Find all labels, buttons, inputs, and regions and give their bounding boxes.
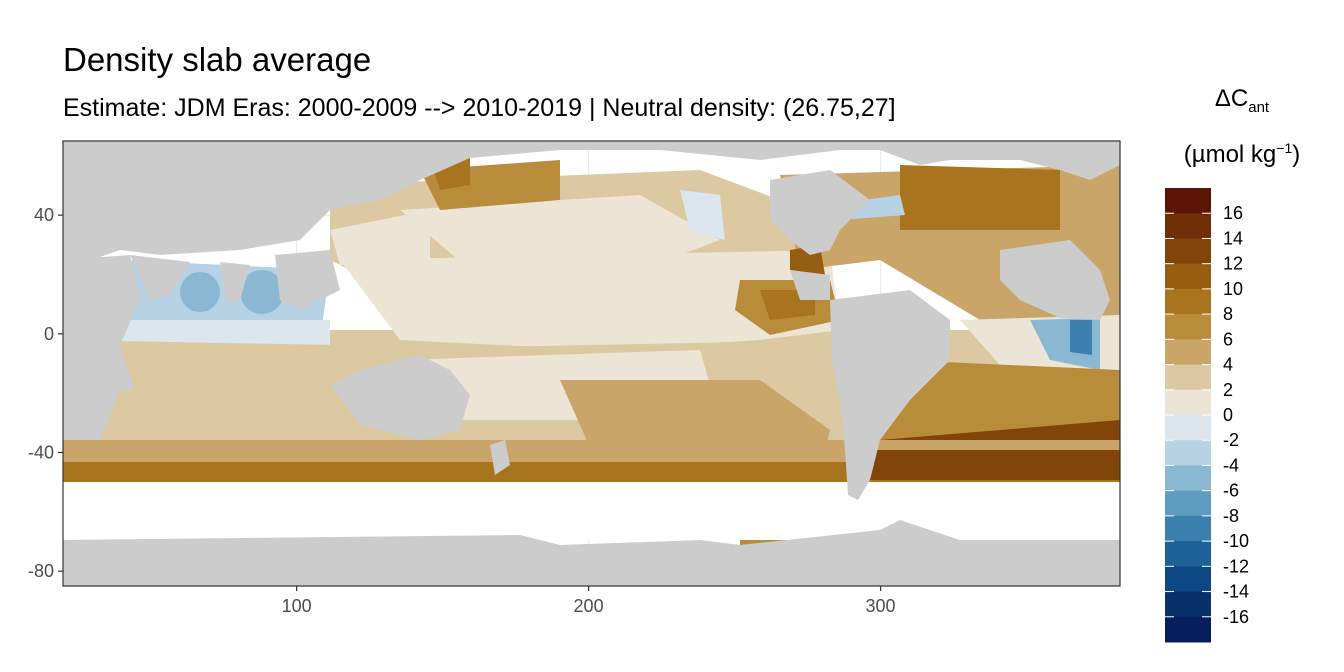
legend-swatch	[1165, 566, 1211, 593]
legend-swatch	[1165, 364, 1211, 391]
land-new-zealand	[490, 440, 510, 475]
legend-label: 14	[1223, 228, 1243, 248]
land-india	[220, 262, 250, 305]
panel-border	[62, 140, 1121, 587]
map-content	[63, 141, 1120, 586]
legend-title-subscript: ant	[1248, 98, 1270, 116]
land-northern	[63, 141, 1120, 270]
legend-label: 0	[1223, 405, 1233, 425]
x-axis: 100 200 300	[282, 586, 896, 616]
legend-label: -16	[1223, 607, 1249, 627]
legend-label: 10	[1223, 279, 1243, 299]
legend-swatch	[1165, 263, 1211, 290]
land-south-america	[830, 290, 950, 500]
legend-label: 8	[1223, 304, 1233, 324]
field-region	[680, 190, 725, 240]
land-africa-east	[1000, 240, 1110, 320]
legend-swatch	[1165, 188, 1211, 214]
field-region	[400, 195, 720, 270]
legend-swatch	[1165, 591, 1211, 618]
legend-swatch	[1165, 616, 1211, 643]
legend-label: 4	[1223, 355, 1233, 375]
field-region	[180, 272, 220, 312]
y-tick-label: 0	[44, 324, 54, 344]
legend-swatch	[1165, 490, 1211, 517]
legend-swatch	[1165, 238, 1211, 265]
nodata-band	[63, 482, 1120, 540]
land-central-america	[790, 270, 830, 300]
land-africa-south	[63, 390, 120, 440]
x-tick-label: 100	[282, 596, 312, 616]
land-arabia	[130, 255, 190, 300]
legend-label: 6	[1223, 329, 1233, 349]
y-tick-label: -80	[28, 561, 54, 581]
legend-label: -14	[1223, 582, 1249, 602]
legend-unit-prefix: (µmol kg	[1183, 140, 1277, 168]
legend-swatch	[1165, 314, 1211, 340]
legend-label: -12	[1223, 556, 1249, 576]
land-africa-west	[63, 255, 140, 395]
legend-swatch	[1165, 541, 1211, 567]
field-region	[330, 210, 430, 265]
field-region	[900, 165, 1060, 230]
legend-colorbar: 16 14 12 10 8 6 4 2 0 -2 -4 -6 -8 -10 -12 -14 -16	[1165, 188, 1249, 643]
x-tick-label: 200	[574, 596, 604, 616]
x-tick-label: 300	[866, 596, 896, 616]
y-tick-label: 40	[34, 205, 54, 225]
legend-swatch	[1165, 415, 1211, 441]
legend-swatch	[1165, 389, 1211, 416]
y-tick-label: -40	[28, 443, 54, 463]
land-antarctica	[63, 520, 1120, 586]
y-axis: 40 0 -40 -80	[28, 205, 63, 581]
legend-label: -6	[1223, 481, 1239, 501]
legend-unit-suffix: )	[1292, 140, 1301, 168]
legend-swatch	[1165, 515, 1211, 542]
land-australia	[330, 355, 470, 440]
legend-label: -4	[1223, 455, 1239, 475]
field-region	[1070, 320, 1092, 355]
chart-title: Density slab average	[63, 41, 372, 78]
land-north-america	[770, 170, 870, 255]
legend-swatch	[1165, 213, 1211, 239]
legend-label: 2	[1223, 380, 1233, 400]
chart-subtitle: Estimate: JDM Eras: 2000-2009 --> 2010-2…	[63, 94, 896, 122]
legend-label: 16	[1223, 203, 1243, 223]
field-region	[870, 450, 1120, 480]
legend-title-symbol: ΔC	[1214, 85, 1249, 112]
field-region	[340, 250, 840, 350]
legend-label: 12	[1223, 254, 1243, 274]
legend-swatch	[1165, 465, 1211, 492]
legend-title: ΔCant (µmol kg−1)	[1162, 82, 1322, 172]
field-region	[63, 340, 340, 440]
legend-swatch	[1165, 288, 1211, 315]
map-panel	[62, 140, 1121, 587]
legend-label: -2	[1223, 430, 1239, 450]
legend-unit-superscript: −1	[1276, 139, 1293, 156]
legend-label: -10	[1223, 531, 1249, 551]
legend-swatch	[1165, 440, 1211, 466]
land	[63, 141, 1120, 586]
legend-label: -8	[1223, 506, 1239, 526]
field-region	[240, 270, 284, 314]
land-se-asia	[275, 250, 340, 310]
legend-swatch	[1165, 339, 1211, 366]
